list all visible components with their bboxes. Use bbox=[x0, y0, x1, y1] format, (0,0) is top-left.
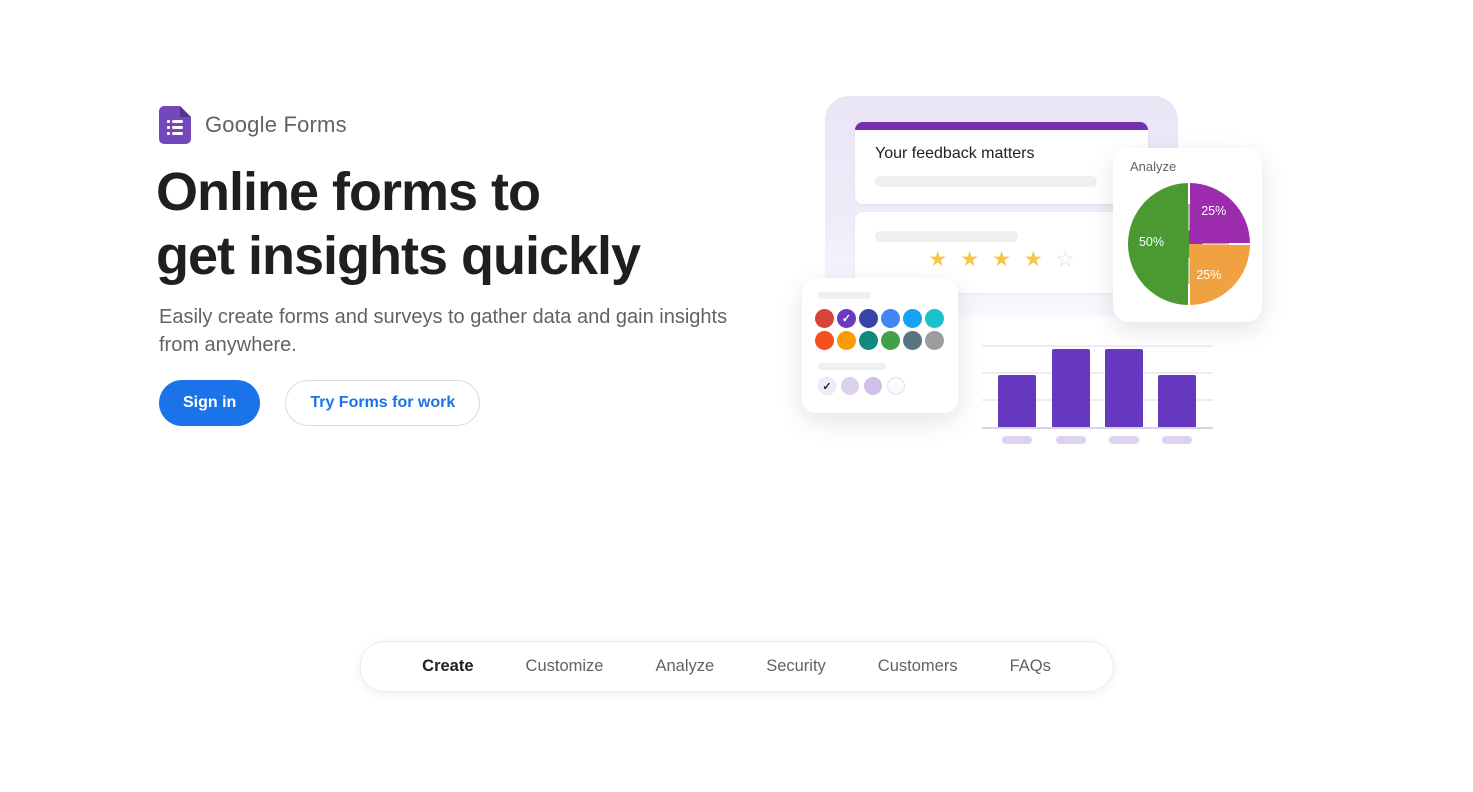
rating-question-card: ★ ★ ★ ★ ☆ bbox=[855, 212, 1148, 293]
subtitle-line-1: Easily create forms and surveys to gathe… bbox=[159, 306, 728, 328]
star-rating: ★ ★ ★ ★ ☆ bbox=[855, 249, 1148, 270]
google-forms-logo[interactable]: Google Forms bbox=[159, 106, 347, 144]
chart-gridline bbox=[982, 399, 1213, 401]
shade-swatch bbox=[841, 377, 859, 395]
color-swatch bbox=[925, 331, 944, 350]
selected-shade-swatch: ✓ bbox=[818, 377, 836, 395]
analyze-card: Analyze 25% 25% 50% bbox=[1113, 148, 1262, 322]
placeholder-line bbox=[875, 231, 1018, 242]
chart-bar bbox=[998, 375, 1036, 427]
color-swatch bbox=[881, 331, 900, 350]
placeholder-line bbox=[875, 176, 1097, 187]
form-title: Your feedback matters bbox=[875, 145, 1035, 162]
star-empty-icon: ☆ bbox=[1055, 248, 1075, 271]
section-nav: Create Customize Analyze Security Customers F… bbox=[359, 641, 1114, 692]
forms-doc-icon bbox=[159, 106, 191, 144]
axis-label-placeholder bbox=[1002, 436, 1032, 444]
pie-slice-label: 25% bbox=[1196, 268, 1222, 283]
axis-label-placeholder bbox=[1109, 436, 1139, 444]
tab-create[interactable]: Create bbox=[422, 657, 474, 675]
pie-slice-label: 25% bbox=[1201, 203, 1227, 218]
color-palette-row-2 bbox=[815, 331, 944, 350]
color-swatch bbox=[837, 331, 856, 350]
headline-line-2: get insights quickly bbox=[156, 226, 641, 286]
chart-bar bbox=[1052, 349, 1090, 427]
color-swatch bbox=[903, 331, 922, 350]
bar-chart bbox=[982, 333, 1213, 448]
theme-picker-card: ✓ ✓ bbox=[802, 278, 958, 413]
color-swatch bbox=[925, 309, 944, 328]
tab-customers[interactable]: Customers bbox=[877, 657, 958, 675]
cta-row: Sign in Try Forms for work bbox=[159, 380, 481, 426]
axis-label-placeholder bbox=[1056, 436, 1086, 444]
chart-baseline bbox=[982, 427, 1213, 429]
tab-faqs[interactable]: FAQs bbox=[1009, 657, 1051, 675]
logo-text: Google Forms bbox=[205, 112, 347, 137]
analyze-card-label: Analyze bbox=[1130, 159, 1177, 174]
color-swatch bbox=[859, 331, 878, 350]
hero-subtitle: Easily create forms and surveys to gathe… bbox=[159, 303, 727, 359]
page-title: Online forms to get insights quickly bbox=[156, 160, 641, 288]
background-shade-row: ✓ bbox=[818, 377, 905, 395]
color-swatch bbox=[815, 309, 834, 328]
color-swatch bbox=[903, 309, 922, 328]
star-filled-icon: ★ bbox=[960, 248, 980, 271]
chart-gridline bbox=[982, 345, 1213, 347]
placeholder-line bbox=[818, 292, 871, 299]
shade-swatch bbox=[887, 377, 905, 395]
color-swatch bbox=[859, 309, 878, 328]
tab-customize[interactable]: Customize bbox=[525, 657, 604, 675]
star-filled-icon: ★ bbox=[992, 248, 1011, 271]
color-swatch bbox=[881, 309, 900, 328]
chart-gridline bbox=[982, 372, 1213, 374]
chart-bar bbox=[1158, 375, 1196, 427]
axis-label-placeholder bbox=[1162, 436, 1192, 444]
tab-analyze[interactable]: Analyze bbox=[655, 657, 715, 675]
shade-swatch bbox=[864, 377, 882, 395]
placeholder-line bbox=[818, 363, 886, 370]
pie-slice-label: 50% bbox=[1138, 235, 1164, 250]
star-filled-icon: ★ bbox=[928, 248, 948, 271]
color-swatch bbox=[815, 331, 834, 350]
illustration-background-card bbox=[825, 96, 1178, 317]
try-forms-for-work-button[interactable]: Try Forms for work bbox=[285, 380, 481, 426]
feedback-form-card: Your feedback matters bbox=[855, 122, 1148, 204]
form-theme-bar bbox=[855, 122, 1148, 130]
color-palette-row-1: ✓ bbox=[815, 309, 944, 328]
star-filled-icon: ★ bbox=[1023, 248, 1043, 271]
subtitle-line-2: from anywhere. bbox=[159, 334, 297, 356]
pie-chart: 25% 25% 50% bbox=[1128, 183, 1250, 305]
headline-line-1: Online forms to bbox=[156, 162, 541, 222]
sign-in-button[interactable]: Sign in bbox=[159, 380, 261, 426]
chart-bar bbox=[1105, 349, 1143, 427]
tab-security[interactable]: Security bbox=[766, 657, 826, 675]
selected-color-swatch: ✓ bbox=[837, 309, 856, 328]
